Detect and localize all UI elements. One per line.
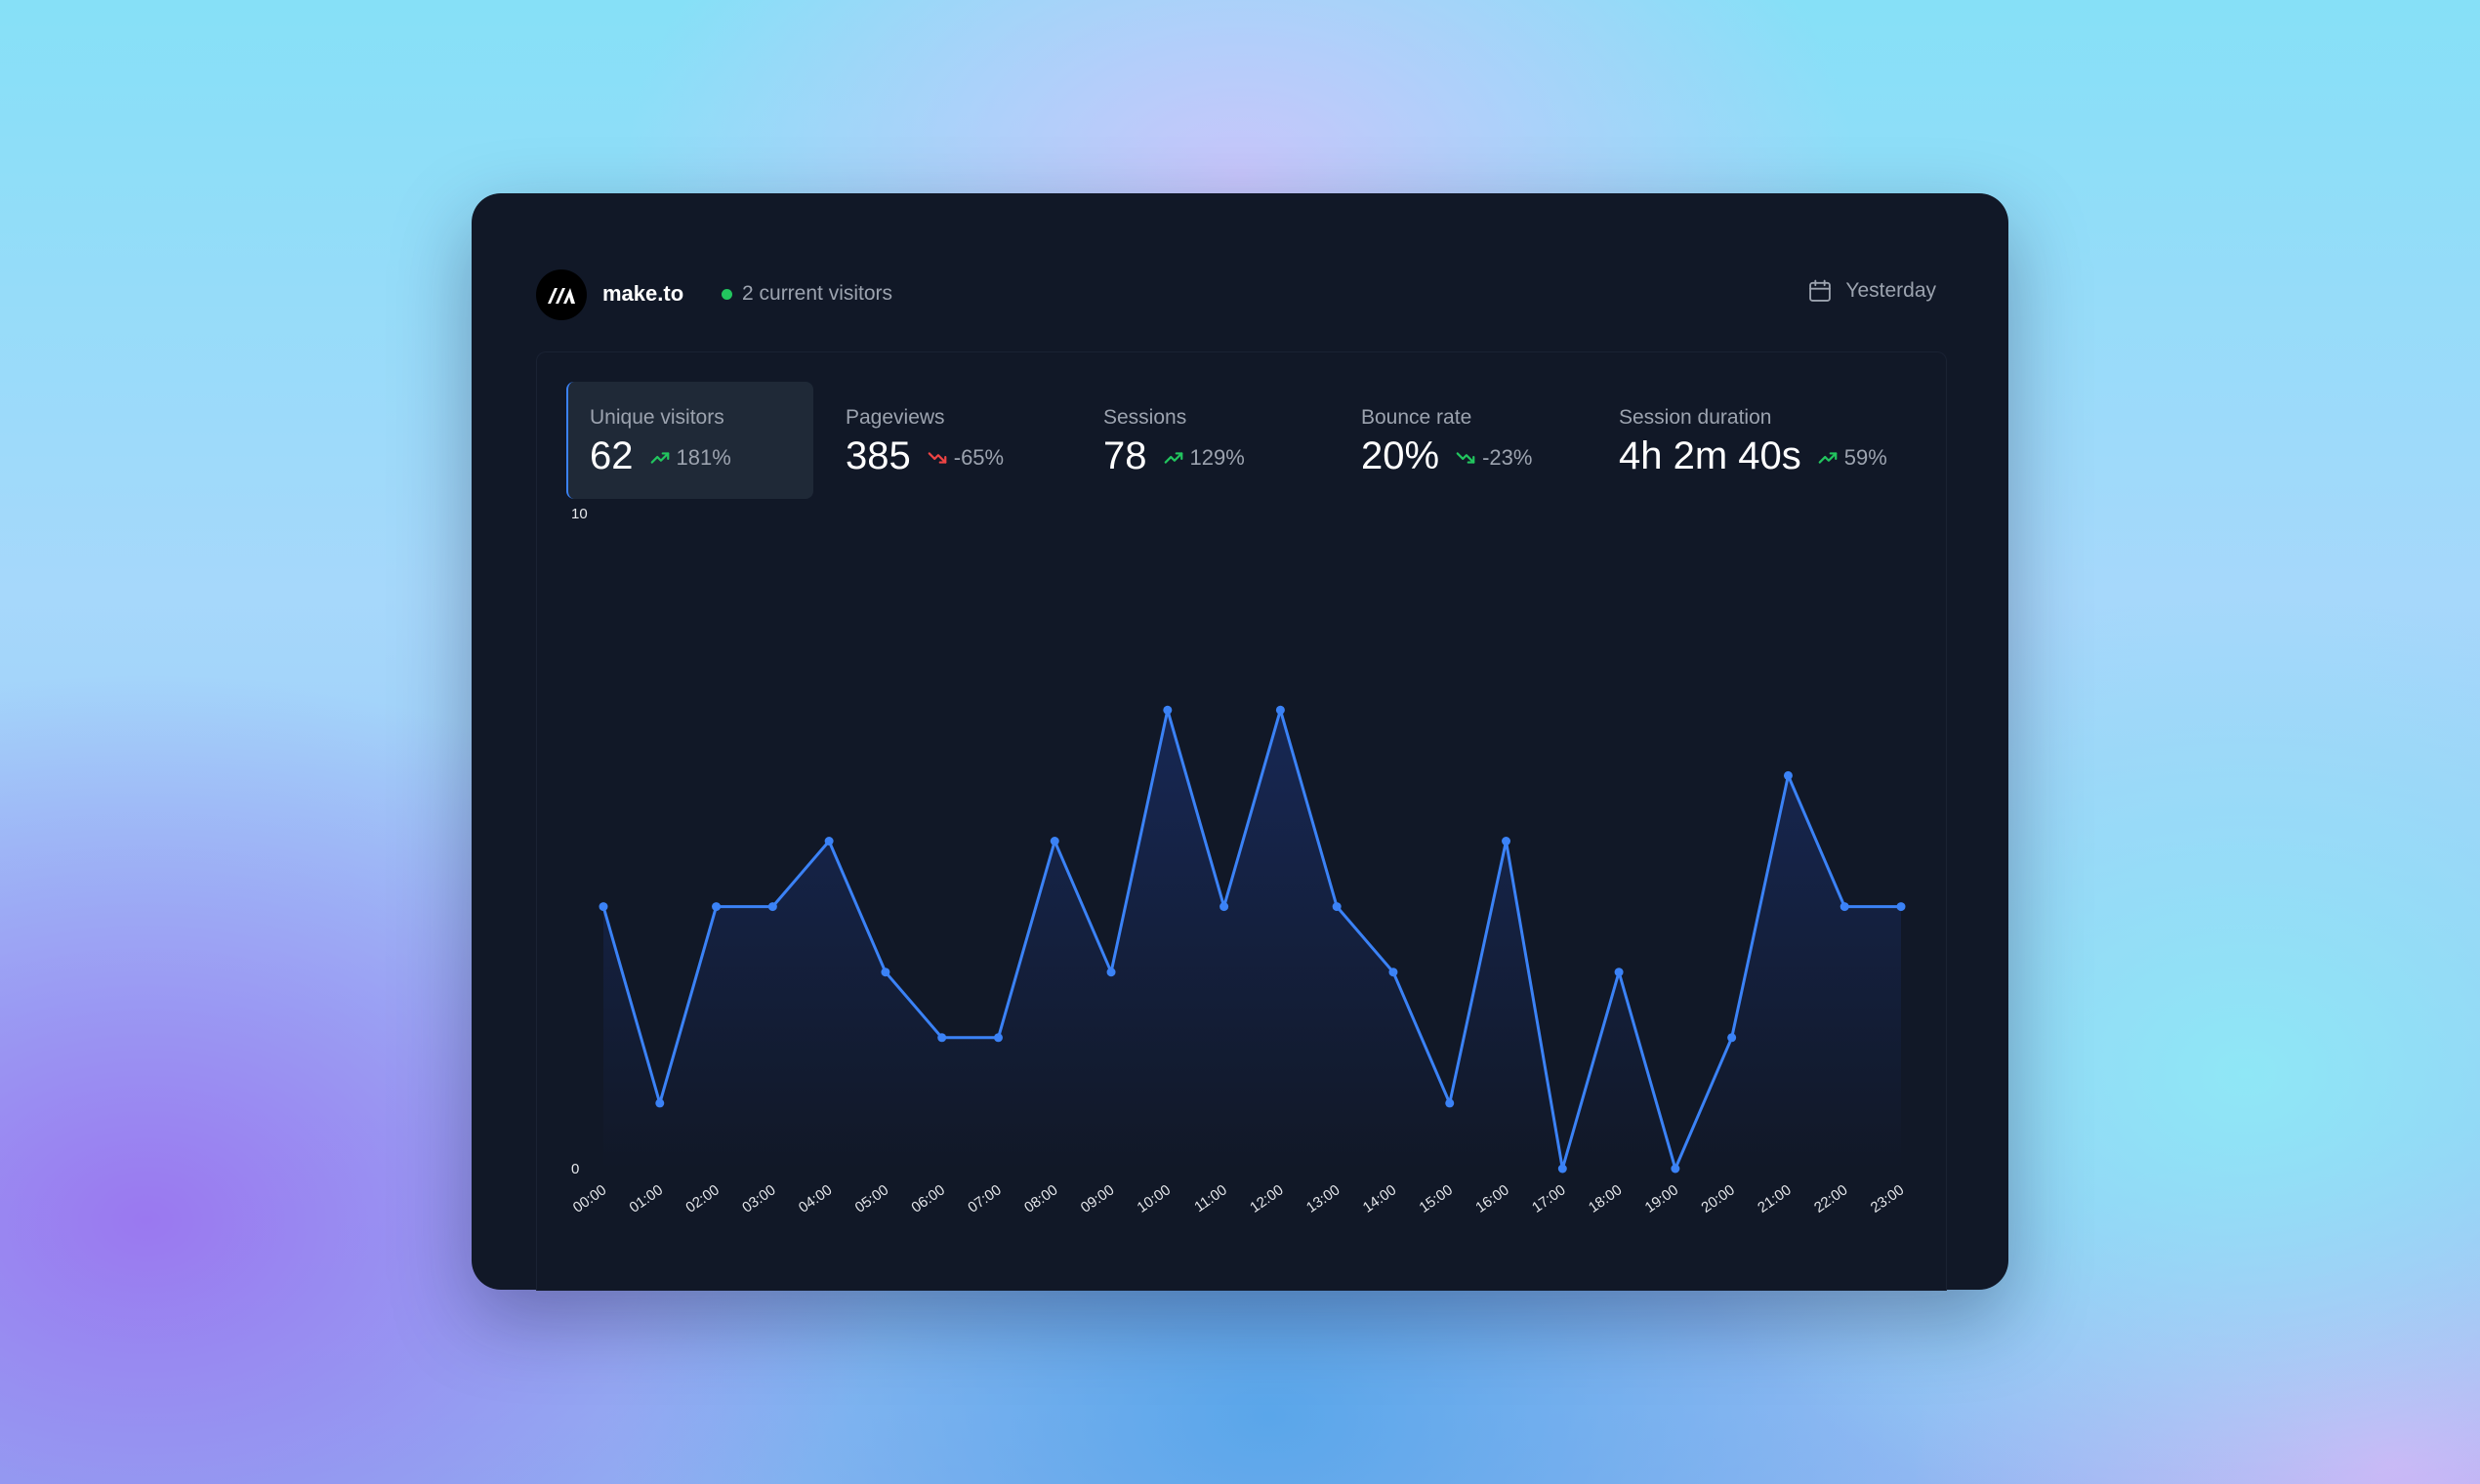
tab-label: Session duration [1619, 406, 1772, 429]
trending-down-icon [928, 452, 947, 464]
x-tick-label: 12:00 [1247, 1181, 1287, 1216]
make-logo-icon[interactable] [536, 269, 587, 320]
data-point [1671, 1164, 1680, 1174]
live-visitors: 2 current visitors [722, 282, 892, 306]
data-point [655, 1098, 665, 1108]
tab-value: 62 [590, 434, 634, 477]
data-point [824, 837, 834, 845]
data-point [1219, 902, 1229, 912]
tab-sessions[interactable]: Sessions 78 129% [1082, 382, 1329, 499]
live-dot-icon [722, 288, 732, 300]
tab-session-duration[interactable]: Session duration 4h 2m 40s 59% [1597, 382, 1920, 499]
tab-change: 129% [1163, 445, 1245, 471]
data-point [1783, 770, 1793, 780]
tab-change: 59% [1817, 445, 1887, 471]
data-point [1332, 902, 1342, 912]
data-point [1502, 837, 1511, 845]
x-tick-label: 00:00 [570, 1181, 610, 1216]
tab-change: -23% [1455, 445, 1532, 471]
x-tick-label: 07:00 [965, 1181, 1005, 1216]
tab-value: 4h 2m 40s [1619, 434, 1801, 477]
date-range-button[interactable]: Yesterday [1806, 277, 1936, 305]
data-point [767, 902, 777, 912]
data-point [1163, 705, 1173, 715]
x-tick-label: 19:00 [1642, 1181, 1682, 1216]
data-point [712, 902, 722, 912]
x-tick-label: 16:00 [1472, 1181, 1512, 1216]
x-tick-label: 13:00 [1303, 1181, 1343, 1216]
x-tick-label: 15:00 [1417, 1181, 1457, 1216]
tab-change: 181% [649, 445, 731, 471]
data-point [1445, 1098, 1455, 1108]
series-area [603, 710, 1901, 1169]
header: make.to 2 current visitors Yesterday [536, 269, 1936, 322]
trending-down-icon [1456, 452, 1475, 464]
data-point [993, 1033, 1003, 1043]
data-point [1050, 837, 1059, 845]
site-name[interactable]: make.to [602, 281, 684, 306]
x-tick-label: 18:00 [1586, 1181, 1626, 1216]
x-tick-label: 09:00 [1078, 1181, 1118, 1216]
x-tick-label: 01:00 [627, 1181, 667, 1216]
y-tick-label: 10 [571, 506, 588, 522]
x-tick-label: 02:00 [682, 1181, 723, 1216]
tab-label: Sessions [1103, 406, 1187, 429]
trending-up-icon [1818, 452, 1838, 464]
tab-pageviews[interactable]: Pageviews 385 -65% [824, 382, 1071, 499]
x-tick-label: 10:00 [1135, 1181, 1175, 1216]
data-point [1388, 968, 1398, 977]
x-tick-label: 05:00 [852, 1181, 892, 1216]
x-tick-label: 21:00 [1755, 1181, 1795, 1216]
data-point [1106, 968, 1116, 977]
tab-label: Bounce rate [1361, 406, 1472, 429]
data-point [1614, 968, 1624, 977]
tab-value: 78 [1103, 434, 1147, 477]
series-line [601, 708, 1903, 1171]
x-tick-label: 20:00 [1698, 1181, 1738, 1216]
data-point [1275, 705, 1285, 715]
x-tick-label: 14:00 [1360, 1181, 1400, 1216]
x-tick-label: 17:00 [1529, 1181, 1569, 1216]
y-tick-label: 0 [571, 1161, 579, 1177]
data-point [1557, 1164, 1567, 1174]
tab-label: Pageviews [846, 406, 945, 429]
visitors-chart: 10 0 00:00 01:00 02:00 03:00 04:00 05:00 06:00 07… [570, 506, 1908, 1216]
x-tick-label: 04:00 [796, 1181, 836, 1216]
analytics-card: make.to 2 current visitors Yesterday Uni… [472, 193, 2008, 1291]
data-point [1727, 1033, 1737, 1043]
x-tick-label: 11:00 [1191, 1181, 1230, 1216]
x-tick-label: 03:00 [739, 1181, 779, 1216]
stats-panel: Unique visitors 62 181% Pageviews 385 -6… [536, 351, 1947, 1291]
data-point [881, 968, 890, 977]
trending-up-icon [1164, 452, 1182, 464]
data-point [599, 902, 608, 912]
tab-value: 20% [1361, 434, 1440, 477]
x-tick-label: 22:00 [1811, 1181, 1851, 1216]
tab-value: 385 [846, 434, 911, 477]
metric-tabs: Unique visitors 62 181% Pageviews 385 -6… [566, 382, 1933, 501]
date-range-label: Yesterday [1845, 279, 1936, 302]
tab-unique-visitors[interactable]: Unique visitors 62 181% [566, 382, 813, 499]
tab-label: Unique visitors [590, 406, 724, 429]
tab-change: -65% [927, 445, 1004, 471]
x-tick-label: 23:00 [1868, 1181, 1908, 1216]
data-point [1839, 902, 1849, 912]
live-visitors-label: 2 current visitors [742, 282, 893, 305]
data-point [1896, 902, 1906, 912]
trending-up-icon [650, 452, 669, 464]
tab-bounce-rate[interactable]: Bounce rate 20% -23% [1340, 382, 1587, 499]
data-point [937, 1033, 947, 1043]
x-tick-label: 08:00 [1021, 1181, 1061, 1216]
x-tick-label: 06:00 [908, 1181, 948, 1216]
calendar-icon [1809, 279, 1832, 302]
